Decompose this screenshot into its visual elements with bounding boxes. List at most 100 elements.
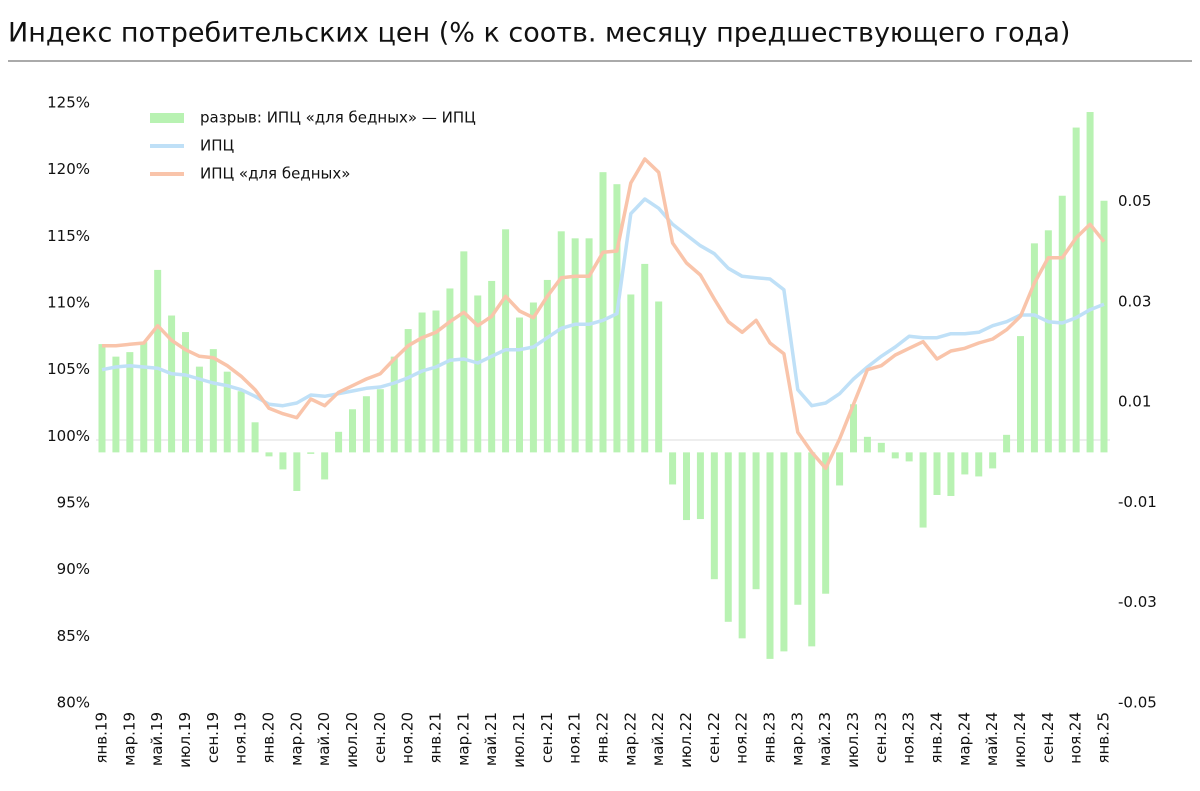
bar <box>446 288 454 453</box>
x-tick-label: ноя.20 <box>399 712 417 764</box>
x-tick-label: ноя.23 <box>900 712 918 764</box>
bar <box>1072 127 1080 453</box>
bar <box>168 315 176 453</box>
x-tick-label: янв.23 <box>761 712 779 764</box>
y2-tick-label: 0.01 <box>1118 393 1151 411</box>
x-tick-label: мар.23 <box>788 712 806 766</box>
bar <box>265 452 273 457</box>
legend-label: ИПЦ <box>200 137 235 155</box>
bar <box>850 404 857 453</box>
bar <box>279 452 287 470</box>
y2-tick-label: 0.05 <box>1118 192 1151 210</box>
bar <box>947 452 955 496</box>
x-tick-label: ноя.24 <box>1067 712 1085 764</box>
x-tick-label: май.20 <box>315 712 333 766</box>
bar <box>237 391 245 453</box>
x-tick-label: июл.24 <box>1011 712 1029 768</box>
x-tick-label: июл.20 <box>343 712 361 768</box>
x-tick-label: май.21 <box>482 712 500 766</box>
bar <box>627 294 635 453</box>
bar <box>195 366 203 453</box>
x-tick-label: июл.21 <box>510 712 528 768</box>
line <box>102 157 1106 471</box>
bar <box>752 452 760 590</box>
bar <box>376 389 384 453</box>
bar <box>808 452 816 647</box>
bar <box>1044 230 1052 453</box>
y2-tick-label: -0.05 <box>1118 694 1157 712</box>
bar <box>585 238 593 453</box>
bar <box>516 317 523 453</box>
bar <box>822 452 830 594</box>
x-tick-label: сен.20 <box>371 712 389 763</box>
bar <box>919 452 927 528</box>
x-tick-label: июл.19 <box>176 712 194 768</box>
bar <box>474 295 482 453</box>
chart-title: Индекс потребительских цен (% к соотв. м… <box>8 18 1070 49</box>
bar <box>209 349 217 453</box>
bar <box>1030 243 1038 453</box>
x-tick-label: мар.24 <box>955 712 973 766</box>
bar <box>766 452 774 659</box>
bar <box>362 396 370 453</box>
bar <box>780 452 788 652</box>
bar <box>293 452 301 491</box>
bar <box>961 452 969 475</box>
bar <box>349 409 356 453</box>
bar <box>877 442 885 453</box>
x-tick-label: май.24 <box>983 712 1001 766</box>
bar <box>418 312 426 453</box>
x-tick-label: ноя.22 <box>733 712 751 764</box>
bar <box>182 332 189 453</box>
bar <box>613 184 621 453</box>
y-tick-label: 120% <box>47 160 90 178</box>
bar <box>571 238 579 453</box>
bar <box>223 371 231 453</box>
bar <box>98 344 106 453</box>
bar <box>112 356 120 453</box>
y2-tick-label: -0.03 <box>1118 593 1157 611</box>
bar <box>321 452 329 480</box>
bar <box>696 452 704 520</box>
bar <box>1017 336 1024 453</box>
bar <box>154 269 162 453</box>
bar <box>905 452 913 462</box>
x-tick-label: сен.21 <box>538 712 556 763</box>
bar <box>529 302 537 453</box>
legend-swatch <box>150 113 184 123</box>
bar <box>683 452 690 521</box>
bar <box>669 452 677 485</box>
bar <box>599 172 607 453</box>
bar <box>891 452 899 459</box>
x-tick-label: янв.22 <box>594 712 612 764</box>
bar <box>543 279 551 453</box>
y-tick-label: 80% <box>57 694 90 712</box>
bar <box>1086 112 1094 453</box>
bar <box>975 452 983 477</box>
x-tick-label: ноя.21 <box>566 712 584 764</box>
bar <box>557 231 565 453</box>
bar <box>836 452 844 486</box>
x-tick-label: сен.23 <box>872 712 890 763</box>
y2-tick-label: -0.01 <box>1118 493 1157 511</box>
x-tick-label: июл.22 <box>677 712 695 768</box>
x-tick-label: мар.21 <box>454 712 472 766</box>
bar <box>404 329 412 453</box>
y-tick-label: 90% <box>57 560 90 578</box>
bar <box>335 431 343 453</box>
y-tick-label: 105% <box>47 360 90 378</box>
x-tick-label: май.19 <box>148 712 166 766</box>
bar <box>655 301 663 453</box>
legend-label: ИПЦ «для бедных» <box>200 165 350 183</box>
bar <box>863 436 871 453</box>
y-tick-label: 100% <box>47 427 90 445</box>
bar <box>126 352 134 453</box>
x-tick-label: мар.22 <box>621 712 639 766</box>
bar <box>641 263 649 453</box>
legend-label: разрыв: ИПЦ «для бедных» — ИПЦ <box>200 109 476 127</box>
x-tick-label: сен.24 <box>1039 712 1057 763</box>
x-tick-label: май.22 <box>649 712 667 766</box>
x-tick-label: ноя.19 <box>232 712 250 764</box>
bar <box>1003 434 1011 453</box>
x-tick-label: мар.20 <box>287 712 305 766</box>
